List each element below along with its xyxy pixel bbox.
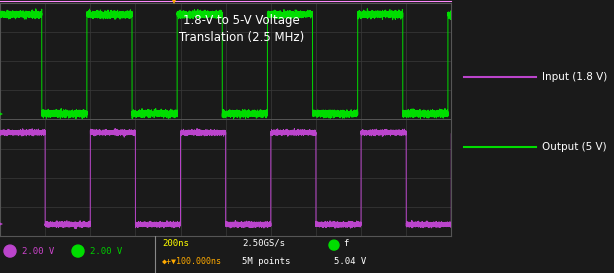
Circle shape [72, 245, 84, 257]
Text: ◆+▼100.000ns: ◆+▼100.000ns [162, 257, 222, 266]
Text: Input (1.8 V): Input (1.8 V) [542, 72, 608, 82]
Text: 2.00 V: 2.00 V [90, 247, 122, 256]
Text: 5M points: 5M points [242, 257, 290, 266]
Text: Output (5 V): Output (5 V) [542, 143, 607, 152]
Text: 2.00 V: 2.00 V [22, 247, 54, 256]
Text: 1.8-V to 5-V Voltage
Translation (2.5 MHz): 1.8-V to 5-V Voltage Translation (2.5 MH… [179, 14, 304, 44]
Circle shape [329, 240, 339, 250]
Text: 2.50GS/s: 2.50GS/s [242, 239, 285, 248]
Text: f: f [343, 239, 348, 248]
Text: 5.04 V: 5.04 V [334, 257, 366, 266]
Circle shape [4, 245, 16, 257]
Text: 200ns: 200ns [162, 239, 189, 248]
